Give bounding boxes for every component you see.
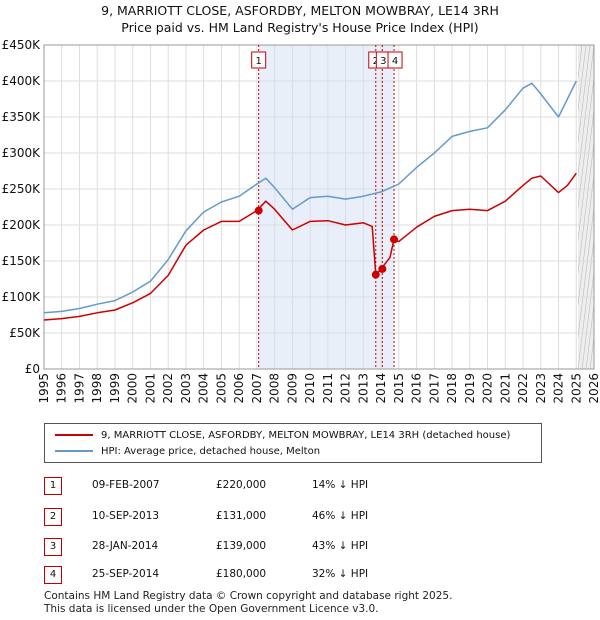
price-chart: £0 £50K £100K £150K £200K £250K £300K £350K £400…: [2, 38, 600, 404]
y-tick-label: £300K: [2, 146, 42, 160]
row-hpi: 32% ↓ HPI: [312, 568, 369, 580]
x-tick-label: 2015: [392, 373, 406, 404]
legend-swatch-property: [55, 434, 93, 436]
x-tick-label: 2024: [552, 373, 566, 404]
y-tick-label: £450K: [2, 38, 42, 52]
row-hpi: 14% ↓ HPI: [312, 479, 369, 491]
x-tick-label: 2025: [569, 373, 583, 404]
x-tick-label: 1999: [108, 373, 122, 404]
table-row: 3 28-JAN-2014 £139,000 43% ↓ HPI: [0, 538, 600, 558]
x-tick-label: 2012: [339, 373, 353, 404]
x-tick-label: 2020: [481, 373, 495, 404]
forecast-hatch: [578, 140, 595, 275]
x-tick-label: 2002: [161, 373, 175, 404]
legend-item-property: 9, MARRIOTT CLOSE, ASFORDBY, MELTON MOWB…: [55, 428, 510, 442]
forecast-hatch: [581, 269, 595, 369]
x-tick-label: 2007: [250, 373, 264, 404]
marker-label: 4: [392, 56, 398, 67]
row-date: 25-SEP-2014: [92, 568, 160, 580]
table-row: 4 25-SEP-2014 £180,000 32% ↓ HPI: [0, 566, 600, 586]
forecast-hatch: [578, 45, 595, 178]
x-tick-label: 2023: [534, 373, 548, 404]
y-tick-label: £250K: [2, 182, 42, 196]
x-tick-label: 2000: [126, 373, 140, 404]
table-row: 1 09-FEB-2007 £220,000 14% ↓ HPI: [0, 477, 600, 497]
chart-title: 9, MARRIOTT CLOSE, ASFORDBY, MELTON MOWB…: [101, 3, 499, 18]
x-tick-label: 2018: [445, 373, 459, 404]
forecast-hatch: [578, 237, 595, 369]
x-tick-label: 1997: [72, 373, 86, 404]
table-row: 2 10-SEP-2013 £131,000 46% ↓ HPI: [0, 508, 600, 528]
row-price: £131,000: [216, 510, 267, 522]
x-tick-label: 2013: [356, 373, 370, 404]
row-price: £139,000: [216, 540, 267, 552]
x-tick-label: 1995: [37, 373, 51, 404]
marker-box: [387, 51, 403, 69]
forecast-hatch: [578, 172, 595, 307]
row-marker: 3: [44, 538, 62, 556]
forecast-hatch: [578, 45, 591, 145]
y-tick-label: £100K: [2, 290, 42, 304]
legend-item-hpi: HPI: Average price, detached house, Melt…: [55, 444, 320, 458]
x-tick-label: 2011: [321, 373, 335, 404]
y-tick-label: £200K: [2, 218, 42, 232]
x-tick-label: 2017: [427, 373, 441, 404]
forecast-hatch: [578, 75, 595, 210]
row-hpi: 46% ↓ HPI: [312, 510, 369, 522]
marker-label: 1: [255, 56, 261, 67]
purchase-period-shade: [258, 45, 395, 369]
x-tick-label: 2014: [374, 373, 388, 404]
x-tick-label: 1996: [55, 373, 69, 404]
y-tick-label: £400K: [2, 74, 42, 88]
y-tick-label: £350K: [2, 110, 42, 124]
forecast-hatch: [578, 107, 595, 242]
x-tick-label: 2009: [285, 373, 299, 404]
series-line: [43, 80, 577, 314]
x-tick-label: 2008: [268, 373, 282, 404]
row-marker: 4: [44, 566, 62, 584]
row-marker: 2: [44, 508, 62, 526]
row-date: 09-FEB-2007: [92, 479, 160, 491]
x-tick-label: 2026: [587, 373, 600, 404]
x-tick-label: 2021: [498, 373, 512, 404]
x-tick-label: 2005: [214, 373, 228, 404]
y-tick-label: £0: [25, 362, 40, 376]
y-tick-label: £150K: [2, 254, 42, 268]
row-date: 10-SEP-2013: [92, 510, 160, 522]
row-date: 28-JAN-2014: [92, 540, 159, 552]
footer-copyright: Contains HM Land Registry data © Crown c…: [44, 590, 453, 602]
x-tick-label: 2001: [143, 373, 157, 404]
x-tick-label: 2019: [463, 373, 477, 404]
forecast-hatch: [578, 204, 595, 340]
chart-subtitle: Price paid vs. HM Land Registry's House …: [121, 20, 479, 35]
row-marker: 1: [44, 477, 62, 495]
x-tick-label: 1998: [90, 373, 104, 404]
legend: 9, MARRIOTT CLOSE, ASFORDBY, MELTON MOWB…: [44, 423, 542, 463]
marker-box: [251, 51, 267, 69]
row-price: £180,000: [216, 568, 267, 580]
sale-point: [390, 235, 399, 244]
forecast-hatch: [578, 45, 587, 113]
series-line: [43, 172, 577, 321]
x-tick-label: 2003: [179, 373, 193, 404]
footer-license: This data is licensed under the Open Gov…: [44, 603, 379, 615]
marker-label: 3: [380, 56, 386, 67]
row-hpi: 43% ↓ HPI: [312, 540, 369, 552]
x-tick-label: 2022: [516, 373, 530, 404]
sale-point: [378, 264, 387, 273]
x-tick-label: 2010: [303, 373, 317, 404]
row-price: £220,000: [216, 479, 267, 491]
x-tick-label: 2006: [232, 373, 246, 404]
sale-point: [254, 206, 263, 215]
legend-label-property: 9, MARRIOTT CLOSE, ASFORDBY, MELTON MOWB…: [101, 429, 511, 441]
legend-swatch-hpi: [55, 450, 93, 452]
sale-point: [371, 270, 380, 279]
x-tick-label: 2004: [197, 373, 211, 404]
plot-border: [43, 44, 595, 370]
forecast-hatch: [585, 302, 595, 369]
x-tick-label: 2016: [410, 373, 424, 404]
marker-label: 2: [373, 56, 379, 67]
y-tick-label: £50K: [9, 326, 41, 340]
legend-label-hpi: HPI: Average price, detached house, Melt…: [101, 445, 321, 457]
